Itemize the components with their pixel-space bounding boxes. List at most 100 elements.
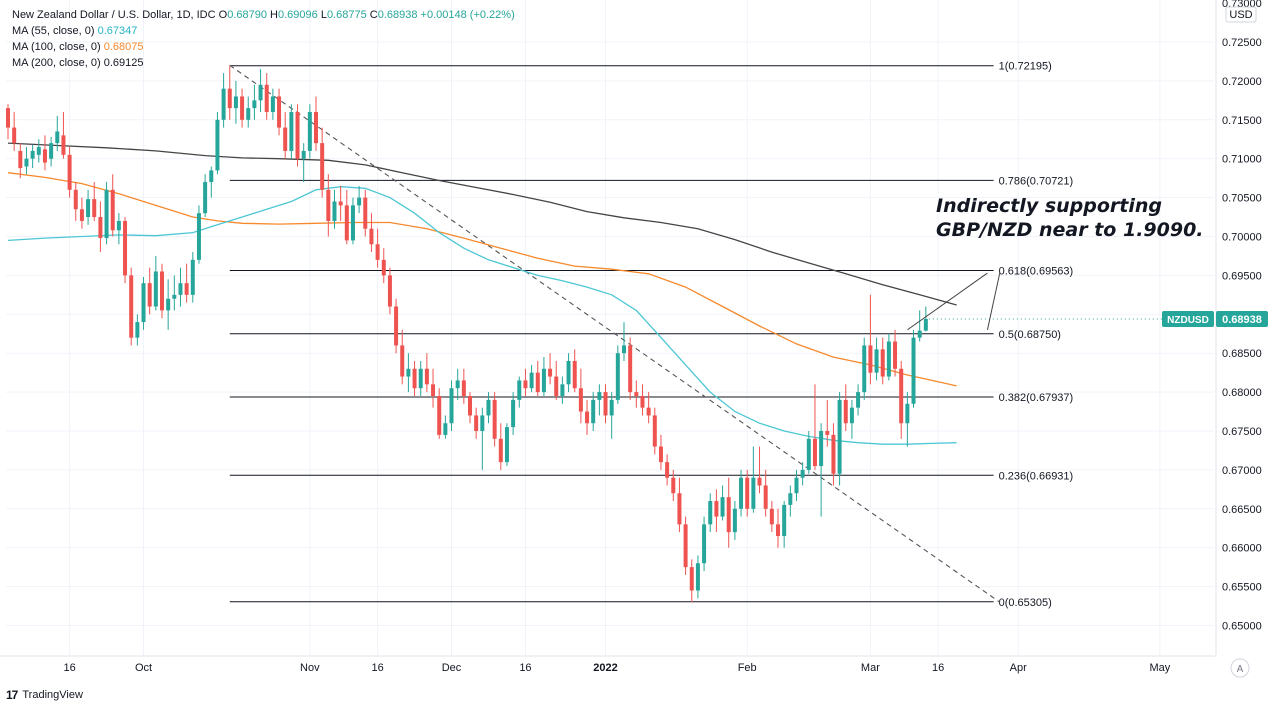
auto-scale-label[interactable]: A <box>1237 664 1244 675</box>
candle-body <box>880 349 885 377</box>
ma100-row[interactable]: MA (100, close, 0) 0.68075 <box>12 39 515 55</box>
candle-body <box>893 341 898 369</box>
candle <box>591 392 596 431</box>
candle-body <box>597 392 602 400</box>
candle <box>135 314 140 346</box>
candle-body <box>572 360 577 389</box>
candle-body <box>868 345 873 373</box>
auto-scale-button[interactable]: A <box>1230 658 1250 678</box>
candle <box>42 135 47 171</box>
candle-body <box>61 135 66 155</box>
candle <box>677 477 682 533</box>
candle-body <box>412 368 417 389</box>
candle-body <box>320 143 325 190</box>
candle-body <box>732 508 737 533</box>
candle <box>831 423 836 486</box>
candle <box>886 333 891 381</box>
candle <box>406 353 411 393</box>
candle <box>326 174 331 237</box>
candle <box>622 322 626 361</box>
candle <box>381 248 386 284</box>
y-tick-label: 0.68500 <box>1222 348 1262 360</box>
candle <box>578 368 583 424</box>
candle <box>12 112 17 151</box>
candle <box>209 166 214 198</box>
candle <box>30 144 35 169</box>
candle-body <box>486 399 491 416</box>
symbol-title: New Zealand Dollar / U.S. Dollar, 1D, ID… <box>12 9 216 21</box>
candle-body <box>221 88 226 120</box>
candle-body <box>899 368 904 424</box>
ma200-row[interactable]: MA (200, close, 0) 0.69125 <box>12 55 515 71</box>
tradingview-icon: 17 <box>6 688 18 702</box>
candle <box>221 73 226 128</box>
candle-body <box>849 407 854 424</box>
candle <box>597 384 602 416</box>
candle <box>178 267 183 307</box>
candle <box>893 329 898 377</box>
candle-body <box>394 306 399 346</box>
candle-body <box>492 399 497 439</box>
candle-body <box>369 228 374 245</box>
candle-body <box>326 189 331 221</box>
candle-body <box>480 415 485 431</box>
candle <box>849 399 854 439</box>
annotation-line-1: Indirectly supporting <box>936 195 1162 217</box>
x-tick-label: May <box>1150 662 1171 674</box>
candle-body <box>622 345 626 354</box>
candle <box>652 407 657 455</box>
ohlc-change: +0.00148 (+0.22%) <box>420 9 515 21</box>
tradingview-logo[interactable]: 17 TradingView <box>6 688 83 702</box>
chart-legend: New Zealand Dollar / U.S. Dollar, 1D, ID… <box>12 7 515 71</box>
candle <box>856 384 861 416</box>
candle-body <box>233 96 238 109</box>
candle <box>837 392 842 486</box>
candle-body <box>468 395 472 416</box>
candle <box>49 136 54 167</box>
x-tick-label: Dec <box>442 662 462 674</box>
candle-body <box>535 372 540 393</box>
ohlc-close: C0.68938 <box>369 9 418 21</box>
candle-body <box>375 244 380 260</box>
candle <box>812 384 817 470</box>
candle <box>18 143 23 179</box>
candle-body <box>504 427 509 463</box>
candle-body <box>160 271 164 311</box>
candle <box>375 228 380 268</box>
candle <box>504 423 509 467</box>
ma200-line <box>7 142 957 306</box>
candle-body <box>123 220 128 276</box>
candle <box>196 205 201 264</box>
x-tick-label: 16 <box>63 662 75 674</box>
candle-body <box>381 259 386 276</box>
price-axis[interactable]: 0.72500 0.72000 0.71500 0.71000 0.70500 0.700… <box>1215 0 1262 655</box>
time-axis[interactable]: 16 Oct Nov 16 Dec 16 2022 Feb Mar 16 Apr May <box>0 655 1216 674</box>
candle-body <box>794 477 799 494</box>
candle-body <box>295 112 300 159</box>
candle <box>511 392 516 435</box>
candle <box>683 516 688 575</box>
ma100-value: 0.68075 <box>103 41 144 53</box>
candle-body <box>344 205 349 241</box>
x-tick-label: 2022 <box>593 662 617 674</box>
y-tick-label: 0.66000 <box>1222 543 1262 555</box>
candle-body <box>554 376 559 396</box>
fib-level-label: 1(0.72195) <box>999 61 1052 73</box>
candle-body <box>806 438 811 470</box>
candle <box>92 182 97 221</box>
currency-text: USD <box>1229 9 1252 21</box>
candle-body <box>431 384 436 396</box>
candle <box>523 368 528 396</box>
candle-body <box>591 399 596 424</box>
candle-body <box>350 205 355 241</box>
candle <box>714 489 719 533</box>
candle <box>486 392 491 424</box>
candle-body <box>98 217 103 239</box>
candle <box>585 399 590 435</box>
ma55-row[interactable]: MA (55, close, 0) 0.67347 <box>12 23 515 39</box>
candle <box>665 454 670 486</box>
candle-body <box>363 197 368 229</box>
candle <box>190 252 195 303</box>
candle-body <box>301 150 306 159</box>
